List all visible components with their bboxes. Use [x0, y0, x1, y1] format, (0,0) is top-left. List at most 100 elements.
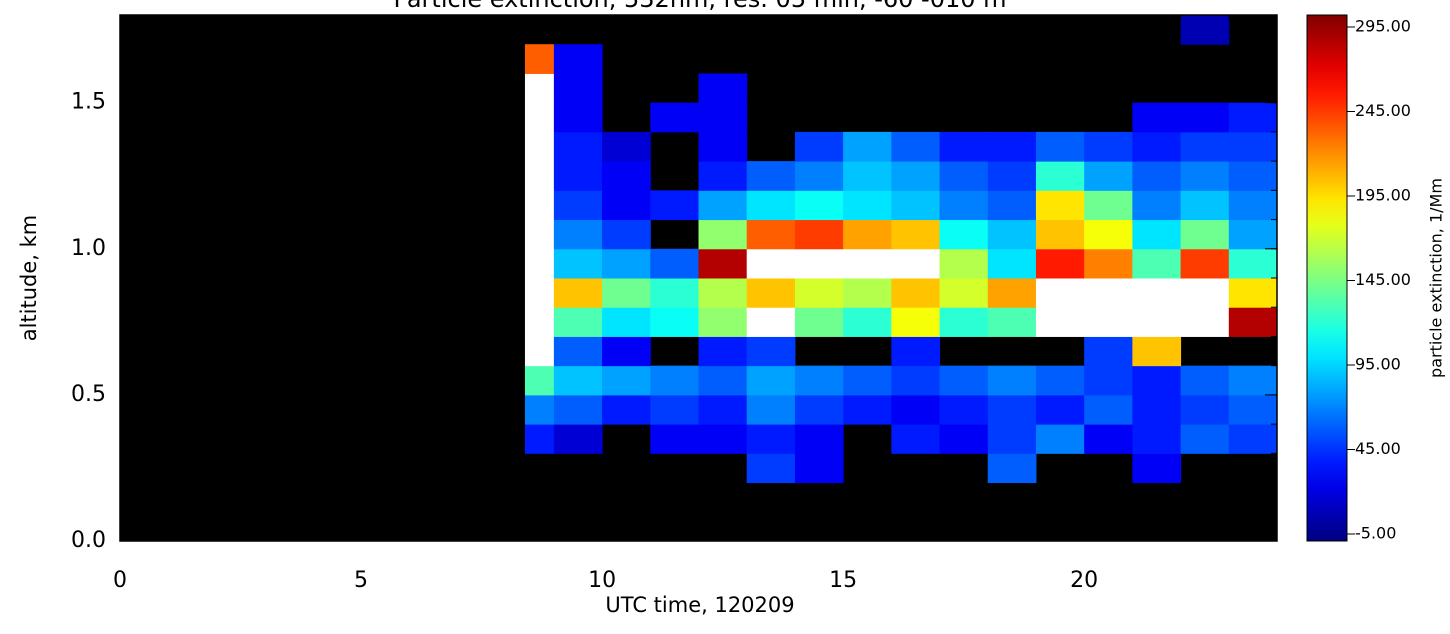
heatmap-cell [602, 336, 651, 367]
heatmap-cell [746, 190, 796, 221]
heatmap-cell [891, 219, 941, 250]
heatmap-cell [794, 424, 844, 454]
heatmap-cell [891, 424, 941, 454]
heatmap-cell [524, 190, 555, 221]
heatmap-cell [987, 453, 1037, 484]
heatmap-cell [794, 161, 844, 191]
heatmap-cell [698, 131, 748, 162]
heatmap-cell [1132, 248, 1182, 279]
heatmap-cell [1180, 307, 1230, 337]
heatmap-cell [1132, 131, 1182, 162]
heatmap-cell [1035, 219, 1085, 250]
heatmap-cell [843, 394, 892, 425]
heatmap-cell [1132, 424, 1182, 454]
heatmap-cell [746, 424, 796, 454]
heatmap-cell [939, 190, 989, 221]
heatmap-cell [1228, 102, 1278, 133]
x-tick-label: 20 [1070, 568, 1098, 593]
heatmap-cell [746, 453, 796, 484]
x-tick-label: 5 [354, 568, 368, 593]
heatmap-cell [553, 307, 603, 337]
colorbar-tick-label: 45.00 [1355, 439, 1401, 458]
heatmap-cell [650, 394, 699, 425]
heatmap-cell [650, 424, 699, 454]
heatmap-cell [1035, 424, 1085, 454]
heatmap-cell [553, 190, 603, 221]
heatmap-cell [553, 248, 603, 279]
heatmap-cell [602, 131, 651, 162]
heatmap-cell [1084, 365, 1133, 396]
y-tick-label: 1.5 [71, 90, 106, 115]
y-tick-label: 0.5 [71, 382, 106, 407]
heatmap-cell [794, 190, 844, 221]
heatmap-cell [524, 219, 555, 250]
heatmap-cell [698, 307, 748, 337]
heatmap-cell [1228, 365, 1278, 396]
heatmap-cell [1228, 131, 1278, 162]
heatmap-cell [939, 161, 989, 191]
heatmap-cell [891, 394, 941, 425]
y-axis-label: altitude, km [17, 215, 41, 342]
colorbar-tick-label: 195.00 [1355, 186, 1411, 205]
heatmap-cell [939, 365, 989, 396]
heatmap-cell [698, 365, 748, 396]
heatmap-cell [794, 219, 844, 250]
heatmap-cell [1035, 278, 1085, 308]
heatmap-cell [1084, 248, 1133, 279]
heatmap-cell [1228, 190, 1278, 221]
heatmap-cell [553, 73, 603, 104]
heatmap-cell [1084, 336, 1133, 367]
colorbar-tick-label: 95.00 [1355, 355, 1401, 374]
heatmap-cell [553, 278, 603, 308]
heatmap-cell [1132, 394, 1182, 425]
x-tick-label: 15 [829, 568, 857, 593]
heatmap-cell [1132, 161, 1182, 191]
heatmap-cell [843, 190, 892, 221]
heatmap-cell [1180, 102, 1230, 133]
colorbar-tick-label: 145.00 [1355, 270, 1411, 289]
colorbar-tick-label: 245.00 [1355, 101, 1411, 120]
heatmap-cell [650, 278, 699, 308]
heatmap-cell [553, 102, 603, 133]
heatmap-cell [794, 131, 844, 162]
heatmap-cell [1132, 365, 1182, 396]
heatmap-cell [1084, 394, 1133, 425]
heatmap-cell [987, 219, 1037, 250]
heatmap-cell [650, 102, 699, 133]
y-tick-label: 1.0 [71, 236, 106, 261]
heatmap-cell [553, 365, 603, 396]
heatmap-cell [891, 131, 941, 162]
heatmap-cell [1228, 161, 1278, 191]
heatmap-cell [602, 219, 651, 250]
heatmap-cell [939, 219, 989, 250]
heatmap-cell [650, 307, 699, 337]
heatmap-cell [987, 307, 1037, 337]
heatmap-cell [650, 190, 699, 221]
heatmap-cell [1132, 219, 1182, 250]
colorbar-label: particle extinction, 1/Mm [1427, 178, 1446, 378]
chart-title: Particle extinction, 532nm, res. 05 min,… [393, 0, 1006, 13]
heatmap-cell [1084, 161, 1133, 191]
heatmap-cell [1228, 278, 1278, 308]
heatmap-cell [602, 248, 651, 279]
heatmap-cell [524, 73, 555, 104]
heatmap-cell [843, 248, 892, 279]
heatmap-cell [987, 365, 1037, 396]
heatmap-cell [524, 131, 555, 162]
heatmap-cell [650, 248, 699, 279]
heatmap-cell [746, 219, 796, 250]
heatmap-cell [1132, 307, 1182, 337]
heatmap-cell [524, 248, 555, 279]
heatmap-cell [698, 219, 748, 250]
heatmap-cell [698, 73, 748, 104]
heatmap-cell [891, 365, 941, 396]
heatmap-cell [553, 424, 603, 454]
heatmap-cell [891, 248, 941, 279]
heatmap-cell [602, 190, 651, 221]
heatmap-cell [891, 307, 941, 337]
colorbar-tick-label: -5.00 [1355, 524, 1396, 543]
heatmap-cell [1084, 131, 1133, 162]
heatmap-cell [698, 424, 748, 454]
heatmap-cell [843, 131, 892, 162]
